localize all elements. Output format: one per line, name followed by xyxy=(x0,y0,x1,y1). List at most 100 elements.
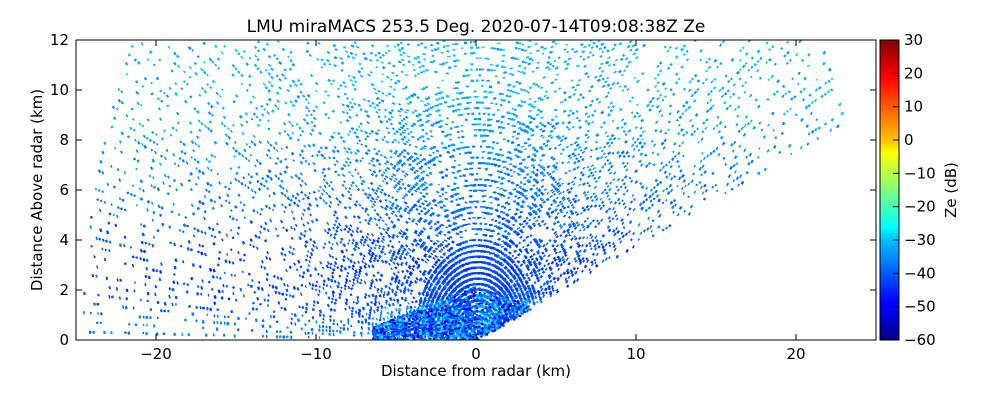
reflectivity-gate xyxy=(394,206,398,210)
reflectivity-gate xyxy=(105,276,109,281)
reflectivity-gate xyxy=(406,211,411,215)
reflectivity-gate xyxy=(312,124,317,128)
reflectivity-gate xyxy=(173,242,176,247)
reflectivity-gate xyxy=(400,244,405,248)
reflectivity-gate xyxy=(252,112,256,116)
reflectivity-gate xyxy=(340,61,345,65)
reflectivity-gate xyxy=(549,136,554,140)
reflectivity-gate xyxy=(422,290,426,294)
reflectivity-gate xyxy=(135,167,138,171)
reflectivity-gate xyxy=(402,276,407,280)
reflectivity-gate xyxy=(378,301,381,305)
reflectivity-gate xyxy=(210,234,214,238)
reflectivity-gate xyxy=(232,100,236,104)
reflectivity-gate xyxy=(228,260,231,264)
reflectivity-gate xyxy=(379,153,384,157)
reflectivity-gate xyxy=(519,210,524,214)
reflectivity-gate xyxy=(359,238,364,242)
reflectivity-gate xyxy=(261,319,265,323)
reflectivity-gate xyxy=(251,196,255,200)
reflectivity-gate xyxy=(198,200,202,205)
reflectivity-gate xyxy=(281,247,285,251)
reflectivity-gate xyxy=(378,244,382,248)
reflectivity-gate xyxy=(375,58,379,62)
reflectivity-gate xyxy=(546,165,551,169)
reflectivity-gate xyxy=(297,176,301,181)
reflectivity-gate xyxy=(540,134,544,137)
reflectivity-gate xyxy=(419,216,423,220)
reflectivity-gate xyxy=(149,316,152,320)
reflectivity-gate xyxy=(253,290,256,294)
reflectivity-gate xyxy=(179,244,183,248)
reflectivity-gate xyxy=(477,167,482,169)
reflectivity-gate xyxy=(433,241,438,245)
reflectivity-gate xyxy=(255,307,259,311)
reflectivity-gate xyxy=(523,182,527,186)
reflectivity-gate xyxy=(279,330,282,334)
reflectivity-gate xyxy=(255,115,259,119)
reflectivity-gate xyxy=(352,215,356,219)
reflectivity-gate xyxy=(398,102,402,106)
reflectivity-gate xyxy=(286,133,290,137)
reflectivity-gate xyxy=(234,298,238,302)
reflectivity-gate xyxy=(432,295,436,299)
reflectivity-gate xyxy=(451,121,455,124)
reflectivity-gate xyxy=(194,71,198,76)
reflectivity-gate xyxy=(281,292,285,296)
reflectivity-gate xyxy=(453,221,458,225)
reflectivity-gate xyxy=(266,228,270,233)
reflectivity-gate xyxy=(180,87,184,91)
reflectivity-gate xyxy=(435,149,440,153)
reflectivity-gate xyxy=(418,124,422,128)
reflectivity-gate xyxy=(284,205,288,209)
reflectivity-gate xyxy=(470,52,474,55)
reflectivity-gate xyxy=(130,107,134,111)
reflectivity-gate xyxy=(160,137,164,141)
reflectivity-gate xyxy=(411,219,415,223)
reflectivity-gate xyxy=(399,107,404,111)
reflectivity-gate xyxy=(384,162,388,165)
reflectivity-gate xyxy=(542,136,545,139)
reflectivity-gate xyxy=(347,147,352,151)
reflectivity-gate xyxy=(389,312,394,317)
reflectivity-gate xyxy=(385,75,390,79)
reflectivity-gate xyxy=(259,303,262,306)
reflectivity-gate xyxy=(482,123,486,126)
reflectivity-gate xyxy=(451,200,454,203)
reflectivity-gate xyxy=(421,64,425,68)
reflectivity-gate xyxy=(130,44,134,48)
reflectivity-gate xyxy=(344,215,348,220)
reflectivity-gate xyxy=(267,294,270,297)
reflectivity-gate xyxy=(336,284,340,289)
reflectivity-gate xyxy=(360,182,364,186)
reflectivity-gate xyxy=(330,300,334,304)
reflectivity-gate xyxy=(482,112,486,115)
reflectivity-gate xyxy=(344,160,349,164)
reflectivity-gate xyxy=(346,257,350,261)
reflectivity-gate xyxy=(138,187,142,191)
reflectivity-gate xyxy=(106,182,110,187)
reflectivity-gate xyxy=(392,166,396,170)
reflectivity-gate xyxy=(380,304,384,309)
reflectivity-gate xyxy=(427,279,431,283)
reflectivity-gate xyxy=(462,174,466,177)
reflectivity-gate xyxy=(260,287,264,292)
reflectivity-gate xyxy=(417,263,421,267)
reflectivity-gate xyxy=(420,171,424,174)
reflectivity-gate xyxy=(349,293,353,297)
reflectivity-gate xyxy=(412,239,416,243)
reflectivity-gate xyxy=(346,327,349,331)
reflectivity-gate xyxy=(180,182,184,187)
reflectivity-gate xyxy=(413,152,418,156)
reflectivity-gate xyxy=(489,63,493,66)
reflectivity-gate xyxy=(370,254,374,258)
reflectivity-gate xyxy=(403,195,406,198)
reflectivity-gate xyxy=(158,162,162,166)
reflectivity-gate xyxy=(218,250,222,254)
reflectivity-gate xyxy=(364,293,368,297)
reflectivity-gate xyxy=(398,231,402,235)
reflectivity-gate xyxy=(507,100,511,104)
reflectivity-gate xyxy=(361,156,365,160)
reflectivity-gate xyxy=(233,155,236,158)
reflectivity-gate xyxy=(134,281,136,284)
